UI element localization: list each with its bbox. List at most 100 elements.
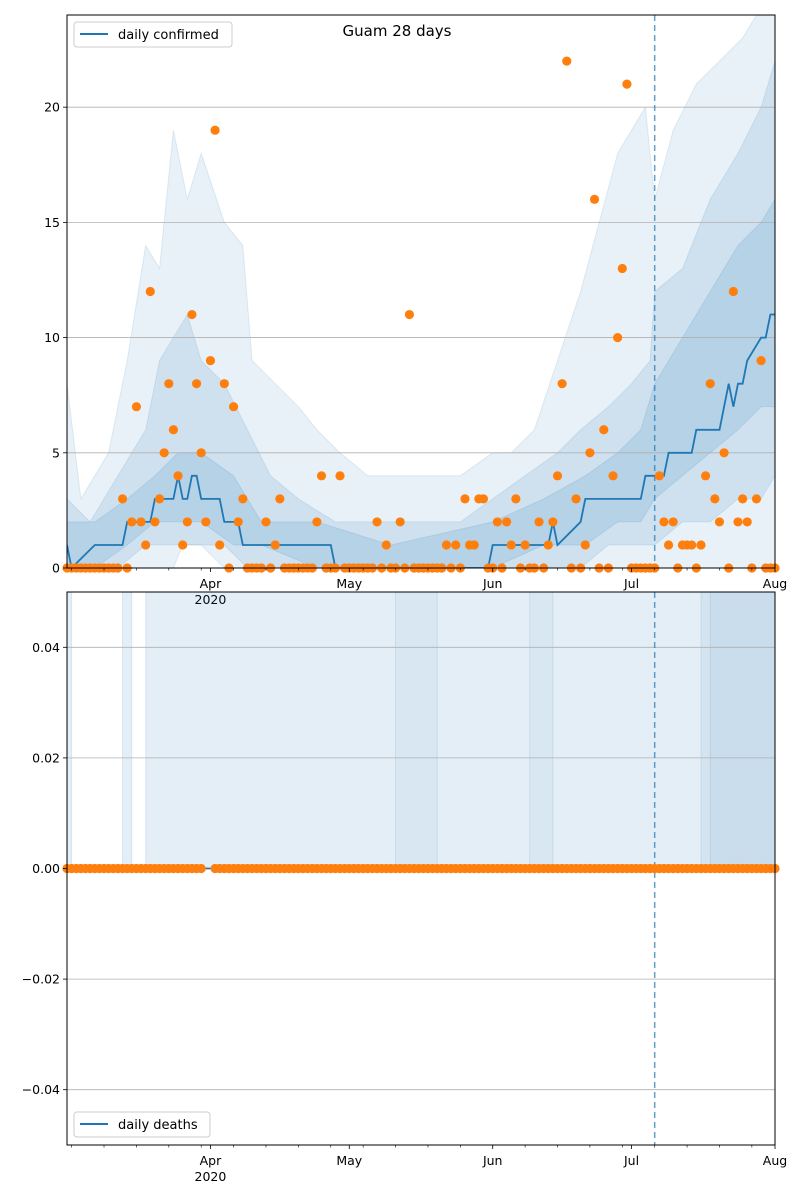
confirmed-legend: daily confirmed	[73, 21, 233, 48]
legend-box	[73, 21, 233, 48]
y-tick-label: 10	[44, 330, 60, 345]
data-point	[580, 540, 590, 550]
data-point	[187, 309, 197, 320]
data-point	[228, 402, 239, 412]
data-point	[520, 540, 530, 550]
data-point	[738, 494, 748, 504]
data-point	[687, 540, 697, 550]
data-point	[451, 540, 461, 550]
uncertainty-band-1	[67, 60, 775, 568]
y-tick-label: 0	[52, 561, 60, 576]
data-point	[164, 379, 174, 389]
deaths-y-axis: −0.04 −0.02 0.00 0.02 0.04	[22, 640, 67, 1097]
data-point	[316, 471, 327, 481]
data-point	[275, 494, 285, 504]
confirmed-y-axis: 0 5 10 15 20	[44, 100, 67, 576]
data-point	[441, 540, 452, 550]
data-point	[585, 448, 595, 458]
x-tick-label: Jul	[623, 576, 639, 591]
legend-box	[73, 1111, 211, 1138]
x-tick-label: Apr	[200, 1153, 222, 1168]
data-point	[654, 471, 664, 481]
x-tick-label: Aug	[763, 576, 787, 591]
data-point	[700, 471, 711, 481]
data-point	[210, 125, 220, 135]
x-tick-label: Jul	[623, 1153, 639, 1168]
uncertainty-band-0	[67, 15, 775, 568]
data-point	[335, 471, 345, 481]
data-point	[705, 379, 715, 389]
deaths-uncertainty-bands	[67, 592, 775, 869]
y-tick-label: 15	[44, 215, 60, 230]
data-point	[608, 471, 618, 481]
data-point	[562, 56, 572, 66]
data-point	[159, 448, 169, 458]
y-tick-label: 0.04	[32, 640, 60, 655]
data-point	[756, 356, 766, 366]
x-tick-sublabel: 2020	[195, 592, 227, 607]
y-tick-label: 0.00	[32, 861, 60, 876]
data-point	[270, 540, 280, 550]
data-point	[613, 332, 623, 343]
data-point	[571, 494, 581, 504]
data-point	[659, 517, 669, 527]
y-tick-label: 0.02	[32, 750, 60, 765]
data-point	[469, 540, 479, 550]
data-point	[589, 194, 600, 204]
data-point	[117, 494, 128, 504]
data-point	[196, 863, 206, 874]
data-point	[511, 494, 521, 504]
data-point	[312, 517, 322, 527]
confirmed-axes-frame	[66, 14, 776, 569]
data-point	[543, 540, 553, 550]
data-point	[201, 517, 211, 527]
y-tick-label: 20	[44, 100, 60, 115]
data-point	[728, 286, 738, 297]
data-point	[154, 494, 165, 504]
data-point	[372, 517, 382, 527]
legend-label-daily-deaths: daily deaths	[118, 1118, 198, 1133]
legend-label-daily-confirmed: daily confirmed	[118, 28, 219, 43]
data-point	[696, 540, 706, 550]
data-point	[145, 286, 155, 297]
data-point	[663, 540, 674, 550]
x-tick-label: May	[336, 1153, 362, 1168]
data-point	[205, 356, 216, 366]
data-point	[552, 471, 563, 481]
data-point	[178, 540, 188, 550]
data-point	[131, 402, 142, 412]
x-tick-label: Aug	[763, 1153, 787, 1168]
deaths-legend: daily deaths	[73, 1111, 211, 1138]
data-point	[261, 517, 271, 527]
data-point	[168, 425, 179, 435]
data-point	[233, 517, 243, 527]
data-point	[506, 540, 516, 550]
data-point	[219, 379, 229, 389]
data-point	[534, 517, 544, 527]
data-point	[238, 494, 248, 504]
x-tick-label: May	[336, 576, 362, 591]
data-point	[599, 425, 609, 435]
data-point	[150, 517, 160, 527]
data-point	[719, 448, 729, 458]
data-point	[127, 517, 137, 527]
data-point	[668, 517, 678, 527]
data-point	[548, 517, 558, 527]
data-point	[742, 517, 752, 527]
x-tick-label: Jun	[482, 576, 503, 591]
data-point	[710, 494, 720, 504]
data-point	[478, 494, 489, 504]
data-point	[381, 540, 391, 550]
x-tick-sublabel: 2020	[195, 1169, 227, 1184]
data-point	[733, 517, 743, 527]
deaths-points	[62, 863, 780, 874]
data-point	[617, 263, 627, 274]
data-point	[460, 494, 470, 504]
chart-title: Guam 28 days	[343, 22, 452, 40]
